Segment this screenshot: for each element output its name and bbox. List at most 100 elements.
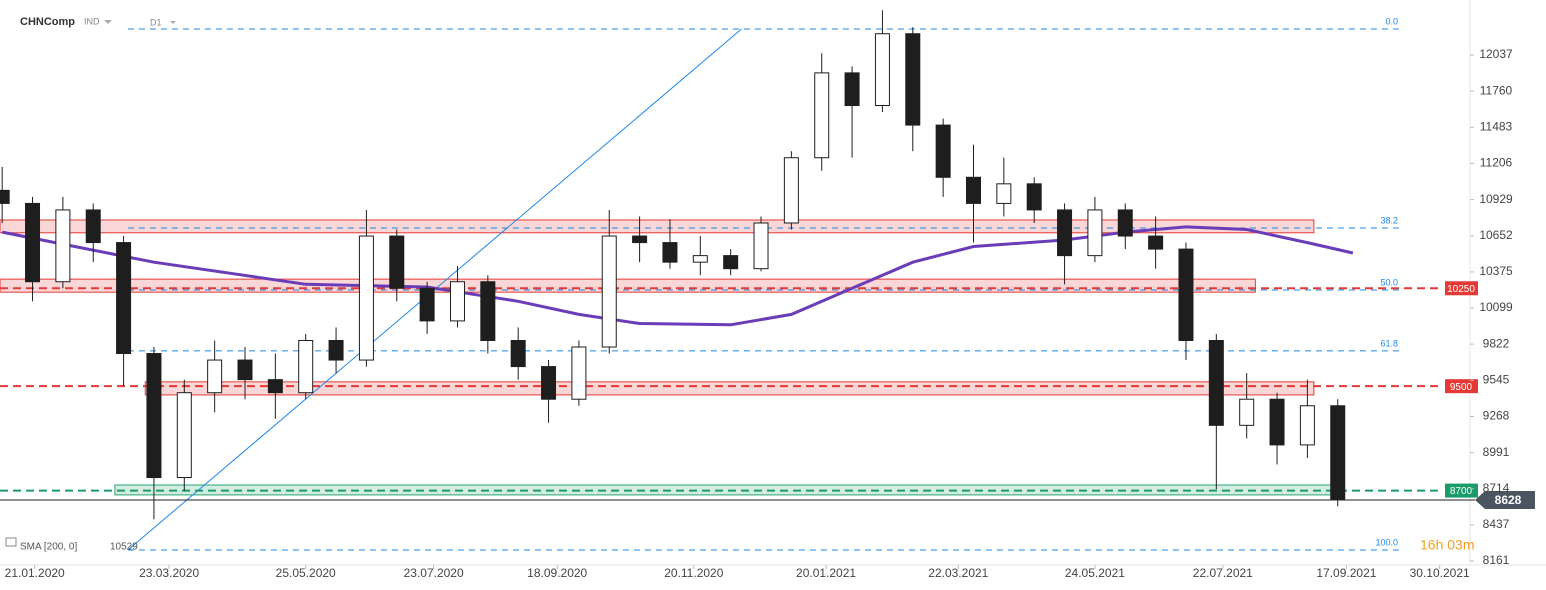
candle-body <box>1330 405 1346 501</box>
symbol[interactable]: CHNComp <box>20 16 75 28</box>
sma-last: 10529 <box>110 542 138 553</box>
candle-body <box>116 242 132 355</box>
candle-body <box>1026 183 1042 211</box>
fib-label: 61.8 <box>1380 338 1398 348</box>
candle-body <box>419 287 435 322</box>
level-badge <box>1445 379 1478 394</box>
candle-body <box>1269 398 1285 446</box>
candle-body <box>935 124 951 178</box>
sma-name: SMA [200, 0] <box>20 542 77 553</box>
sma-line <box>1 225 1354 327</box>
candle-body <box>146 353 162 479</box>
y-tick-label: 9822 <box>1483 336 1510 350</box>
candle-body <box>25 202 41 283</box>
candle-body <box>1148 235 1164 250</box>
candle-body <box>267 379 283 394</box>
candle-body <box>632 235 648 244</box>
candle-body <box>237 359 253 381</box>
candle-body <box>207 359 223 394</box>
candle-body <box>1239 398 1255 426</box>
candle-body <box>662 242 678 263</box>
market[interactable]: IND <box>84 16 100 26</box>
candle-body <box>449 281 465 322</box>
dropdown-icon[interactable] <box>170 21 176 24</box>
x-tick-label: 23.07.2020 <box>404 566 464 580</box>
candle-body <box>510 339 526 368</box>
level-label: 8700 <box>1450 486 1473 497</box>
y-tick-label: 11206 <box>1480 156 1513 170</box>
candle-body <box>814 72 830 159</box>
x-tick-label: 21.01.2020 <box>5 566 65 580</box>
candle-body <box>85 209 101 244</box>
candle-body <box>1087 209 1103 257</box>
candle-body <box>480 281 496 341</box>
x-tick-label: 24.05.2021 <box>1065 566 1125 580</box>
candle-body <box>176 392 192 479</box>
candle-body <box>601 235 617 348</box>
y-tick-label: 8161 <box>1483 553 1510 567</box>
candle-body <box>723 255 739 270</box>
y-tick-label: 8714 <box>1483 481 1510 495</box>
x-tick-label: 30.10.2021 <box>1410 566 1470 580</box>
y-tick-label: 10929 <box>1479 192 1513 206</box>
y-tick-label: 10652 <box>1479 228 1513 242</box>
last-price-badge <box>1475 490 1535 509</box>
x-tick-label: 22.07.2021 <box>1193 566 1253 580</box>
y-tick-label: 11760 <box>1480 83 1513 97</box>
y-tick-label: 9545 <box>1483 372 1510 386</box>
level-badge <box>1445 281 1478 296</box>
y-tick-label: 12037 <box>1479 47 1513 61</box>
interval[interactable]: D1 <box>150 17 162 27</box>
indicator-icon[interactable] <box>5 537 17 547</box>
candle-body <box>1057 209 1073 257</box>
fib-label: 0.0 <box>1385 16 1398 26</box>
candle-body <box>874 33 890 107</box>
candle-body <box>0 189 10 204</box>
x-tick-label: 20.11.2020 <box>664 566 723 580</box>
fib-label: 38.2 <box>1380 215 1398 225</box>
y-tick-label: 8437 <box>1483 517 1510 531</box>
candle-body <box>1208 339 1224 426</box>
level-badge <box>1445 483 1478 498</box>
candle-body <box>55 209 71 283</box>
y-tick-label: 11483 <box>1480 119 1513 133</box>
x-tick-label: 25.05.2020 <box>276 566 336 580</box>
dropdown-icon[interactable] <box>104 20 112 24</box>
y-tick-label: 10375 <box>1479 264 1513 278</box>
y-tick-label: 10099 <box>1479 300 1513 314</box>
candle-body <box>1178 248 1194 341</box>
x-tick-label: 18.09.2020 <box>527 566 587 580</box>
candle-body <box>328 339 344 361</box>
level-label: 10250 <box>1447 284 1475 295</box>
candle-body <box>965 176 981 204</box>
candle-body <box>692 255 708 263</box>
candle-body <box>905 33 921 126</box>
x-tick-label: 23.03.2020 <box>139 566 199 580</box>
y-tick-label: 9268 <box>1483 409 1510 423</box>
candle-body <box>1117 209 1133 237</box>
x-tick-label: 17.09.2021 <box>1316 566 1376 580</box>
candle-body <box>541 366 557 400</box>
candle-body <box>571 346 587 400</box>
y-tick-label: 8991 <box>1483 445 1510 459</box>
plot: 0.0 38.2 50.0 61.8 100.0 10250 9500 8700 8628 120… <box>0 10 1535 580</box>
candle-body <box>1299 405 1315 446</box>
last-price-label: 8628 <box>1495 493 1522 507</box>
level-label: 9500 <box>1450 382 1473 393</box>
candle-body <box>358 235 374 361</box>
x-tick-label: 20.01.2021 <box>796 566 856 580</box>
sma-label: SMA [200, 0] 10529 <box>5 537 138 553</box>
candle-body <box>783 157 799 224</box>
zone <box>144 381 1315 396</box>
candle-body <box>844 72 860 107</box>
fib-label: 100.0 <box>1375 537 1398 547</box>
candle-body <box>389 235 405 289</box>
candle-body <box>298 339 314 394</box>
countdown: 16h 03m <box>1420 537 1474 553</box>
candle-body <box>996 183 1012 204</box>
candle-body <box>753 222 769 270</box>
x-tick-label: 22.03.2021 <box>928 566 988 580</box>
